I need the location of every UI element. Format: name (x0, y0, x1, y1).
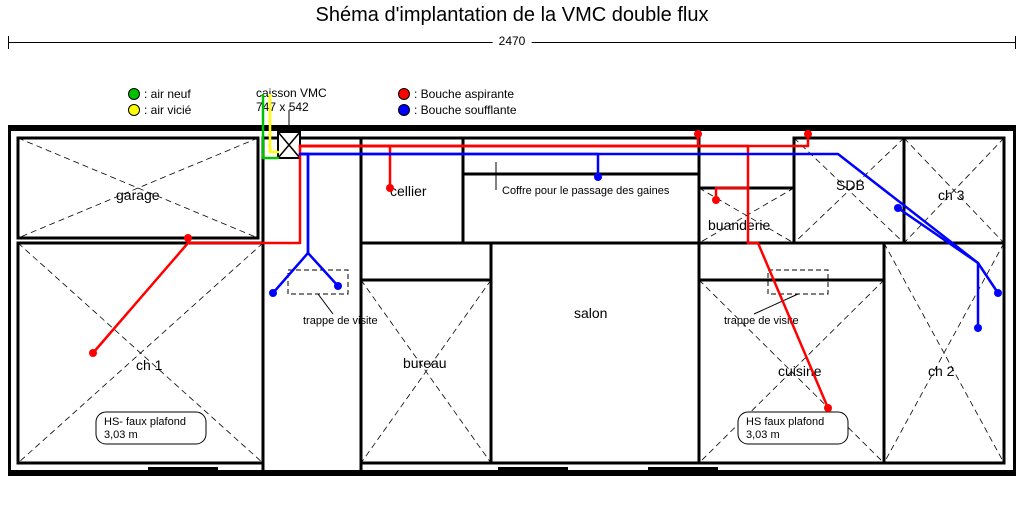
svg-text:3,03 m: 3,03 m (104, 429, 138, 441)
svg-text:garage: garage (116, 187, 160, 203)
floor-plan: garage cellier buanderie SDB ch 3 ch 1 bureau s… (8, 94, 1016, 508)
svg-text:cellier: cellier (390, 183, 427, 199)
svg-text:ch 1: ch 1 (136, 357, 163, 373)
svg-text:Coffre pour le passage des gai: Coffre pour le passage des gaines (502, 185, 670, 197)
svg-text:SDB: SDB (836, 177, 865, 193)
svg-text:bureau: bureau (403, 355, 447, 371)
page-title: Shéma d'implantation de la VMC double fl… (0, 4, 1024, 27)
svg-text:ch 2: ch 2 (928, 363, 955, 379)
svg-text:HS- faux plafond: HS- faux plafond (104, 416, 186, 428)
svg-text:ch 3: ch 3 (938, 187, 965, 203)
svg-text:buanderie: buanderie (708, 217, 770, 233)
svg-text:trappe de visite: trappe de visite (303, 315, 378, 327)
dimension-label: 2470 (493, 34, 532, 48)
svg-text:3,03 m: 3,03 m (746, 429, 780, 441)
svg-text:HS faux plafond: HS faux plafond (746, 416, 824, 428)
svg-text:salon: salon (574, 305, 607, 321)
diagram-page: Shéma d'implantation de la VMC double fl… (0, 0, 1024, 520)
svg-text:trappe de visite: trappe de visite (724, 315, 799, 327)
